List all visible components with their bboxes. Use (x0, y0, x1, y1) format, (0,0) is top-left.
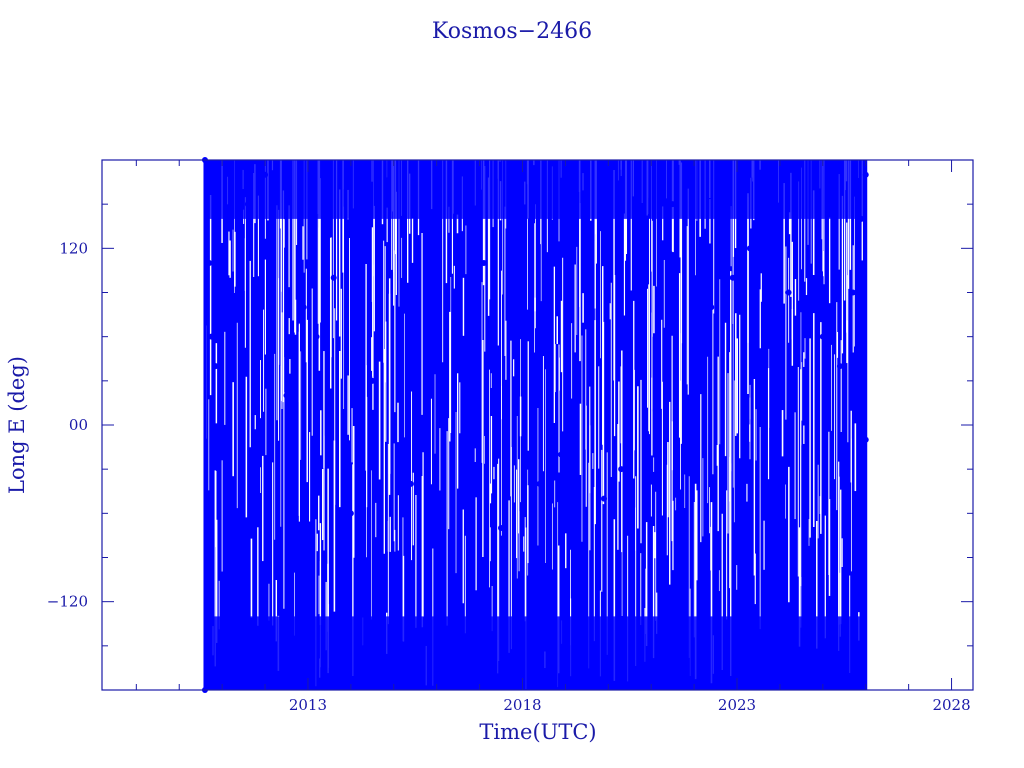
data-point (558, 451, 565, 458)
data-point (262, 171, 269, 178)
data-point (369, 377, 376, 384)
x-tick-label: 2023 (718, 696, 756, 714)
data-point (219, 289, 226, 296)
sweep-fill-lower (204, 616, 866, 690)
x-tick-label: 2018 (503, 696, 541, 714)
data-point (652, 407, 659, 414)
data-point (330, 274, 337, 281)
data-point (785, 289, 792, 296)
data-point (579, 613, 586, 620)
data-point (390, 598, 397, 605)
x-tick-label: 2028 (932, 696, 970, 714)
data-point (691, 451, 698, 458)
y-tick-label: 120 (59, 239, 88, 257)
data-point (819, 333, 826, 340)
data-point (862, 436, 869, 443)
data-point (802, 466, 809, 473)
data-point (519, 245, 526, 252)
axes: 2013 2018 2023 2028 120 00 −120 (47, 160, 973, 714)
data-point (407, 480, 414, 487)
data-point (425, 260, 432, 267)
data-point (635, 363, 642, 370)
data-point (442, 392, 449, 399)
data-point (206, 260, 213, 267)
data-point (459, 348, 466, 355)
data-point (858, 215, 865, 222)
x-tick-label: 2013 (289, 696, 327, 714)
data-point (313, 333, 320, 340)
data-point (669, 201, 676, 208)
y-tick-label: −120 (47, 593, 88, 611)
data-point (536, 480, 543, 487)
data-point (300, 304, 307, 311)
data-point (208, 333, 215, 340)
data-point (232, 642, 239, 649)
data-point (862, 171, 869, 178)
data-point (836, 363, 843, 370)
sweep-fill-upper (204, 160, 866, 219)
data-point (708, 304, 715, 311)
y-axis-label: Long E (deg) (5, 356, 29, 494)
data-point (498, 525, 505, 532)
data-point (480, 260, 487, 267)
data-point (849, 289, 856, 296)
data-point (729, 274, 736, 281)
series-sweep-band (203, 160, 868, 690)
data-point (244, 201, 251, 208)
y-tick-label: 00 (69, 416, 88, 434)
data-point (618, 466, 625, 473)
chart-title: Kosmos−2466 (432, 19, 592, 44)
x-axis-label: Time(UTC) (479, 720, 596, 744)
data-point (746, 245, 753, 252)
plot-area (201, 157, 869, 693)
data-point (768, 333, 775, 340)
data-point (601, 495, 608, 502)
data-point (347, 510, 354, 517)
data-point (212, 363, 219, 370)
data-point (283, 392, 290, 399)
